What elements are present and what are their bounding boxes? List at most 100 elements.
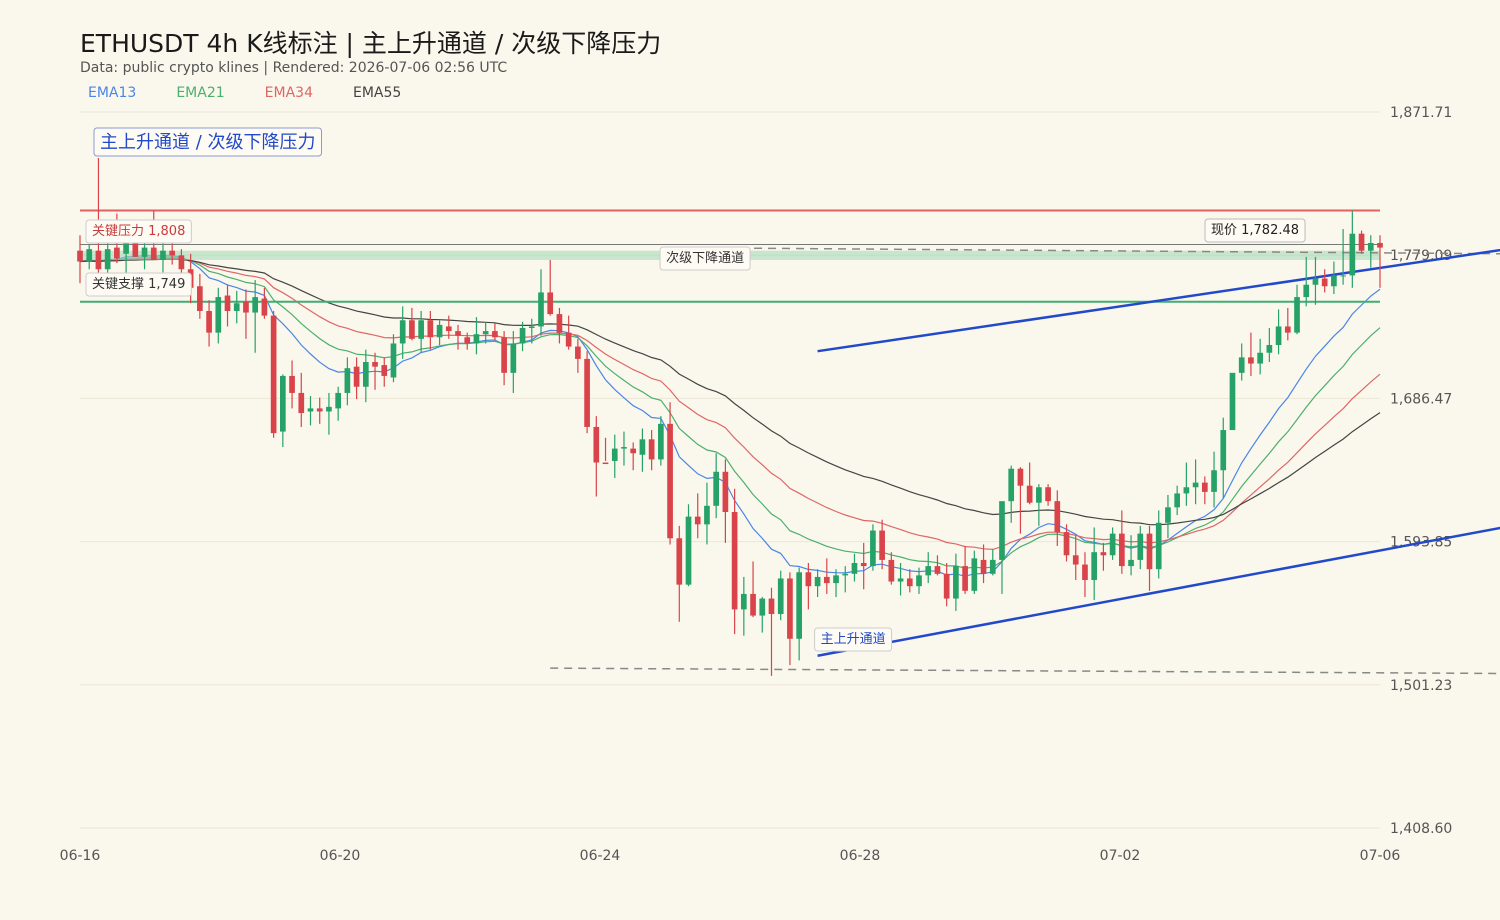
annotation-box-box	[93, 127, 323, 157]
candle	[316, 397, 323, 424]
candle	[510, 331, 517, 393]
candle	[575, 338, 581, 373]
candle-body	[787, 578, 793, 639]
x-tick-label: 06-20	[320, 848, 361, 864]
candle-body	[390, 343, 397, 378]
candle-body	[630, 448, 637, 454]
candle-body	[658, 423, 664, 460]
candle-body	[943, 573, 950, 599]
candle-body	[298, 392, 305, 414]
candle	[279, 374, 286, 448]
candle	[722, 459, 729, 543]
support-label: 关键支撑 1,749	[85, 272, 192, 297]
candle	[667, 402, 673, 545]
y-tick-label: 1,871.71	[1390, 105, 1452, 121]
candle-body	[860, 563, 867, 567]
candle	[409, 307, 415, 341]
candle	[943, 563, 950, 607]
candle	[787, 572, 793, 666]
candle	[897, 563, 904, 596]
candle	[1238, 343, 1245, 381]
candle-body	[814, 576, 821, 587]
y-tick-label: 1,686.47	[1390, 391, 1452, 407]
candle	[1119, 510, 1125, 574]
candle-body	[1155, 522, 1162, 570]
candle	[1174, 485, 1181, 516]
candle-body	[851, 563, 858, 574]
candle	[243, 289, 249, 339]
candle	[860, 542, 867, 590]
candle-body	[971, 558, 978, 591]
candle	[335, 386, 341, 421]
candle	[621, 431, 627, 466]
candle-body	[528, 326, 535, 329]
candle	[1312, 256, 1319, 305]
secondary-channel-label-box	[659, 246, 751, 271]
candle-body	[1211, 470, 1217, 492]
candle	[611, 434, 618, 478]
candle	[197, 273, 203, 319]
legend-ema34: EMA34	[264, 85, 313, 101]
candle	[1331, 261, 1337, 294]
candle-body	[344, 368, 351, 393]
candle	[750, 561, 756, 618]
candle-body	[999, 501, 1005, 560]
candle	[492, 323, 498, 341]
candle	[270, 310, 277, 438]
candle	[888, 552, 895, 585]
candle-body	[1377, 242, 1383, 248]
candle-body	[381, 365, 388, 376]
candle	[1100, 542, 1107, 571]
candle-body	[916, 575, 922, 587]
resistance-label: 关键压力 1,808	[85, 219, 192, 244]
candle-body	[621, 447, 627, 449]
candle-body	[1109, 533, 1116, 556]
candle-body	[1137, 533, 1144, 560]
legend: EMA13 EMA21 EMA34 EMA55	[88, 85, 401, 101]
resistance-label-box	[85, 219, 192, 244]
candle	[1146, 525, 1153, 591]
candle-body	[1340, 275, 1346, 277]
candle-body	[565, 332, 572, 347]
candle-body	[1349, 233, 1356, 276]
candle	[482, 321, 489, 344]
candle-body	[224, 295, 231, 311]
candle	[1266, 328, 1273, 363]
candle	[501, 331, 507, 386]
candle-body	[925, 566, 932, 576]
candle	[1082, 552, 1088, 598]
y-tick-label: 1,408.60	[1390, 821, 1452, 837]
candle-body	[1266, 345, 1273, 353]
candle	[353, 357, 360, 400]
candle-body	[353, 366, 360, 387]
candle-body	[197, 286, 203, 311]
candle-body	[372, 362, 378, 367]
candle	[796, 567, 802, 661]
candle-body	[215, 297, 222, 333]
candle	[870, 524, 876, 571]
main-channel-label-box	[814, 627, 893, 652]
candle	[685, 504, 692, 587]
candle	[1349, 210, 1356, 288]
candle-body	[169, 250, 176, 256]
candle	[427, 310, 434, 350]
candle	[1229, 372, 1236, 431]
candle	[104, 242, 111, 276]
candle	[1155, 510, 1162, 579]
candle-body	[538, 292, 544, 327]
x-tick-label: 06-24	[580, 848, 621, 864]
candle	[418, 310, 424, 353]
candle	[639, 428, 646, 472]
candle	[833, 569, 839, 598]
candle-body	[1312, 278, 1319, 285]
candle-body	[685, 516, 692, 585]
candle-body	[897, 578, 904, 582]
candle	[252, 280, 259, 353]
candle	[160, 242, 166, 273]
candle	[823, 558, 830, 594]
candle	[805, 563, 812, 610]
candle	[1248, 332, 1254, 376]
candle-body	[962, 566, 968, 591]
candle-body	[178, 255, 185, 270]
candle	[77, 235, 83, 284]
